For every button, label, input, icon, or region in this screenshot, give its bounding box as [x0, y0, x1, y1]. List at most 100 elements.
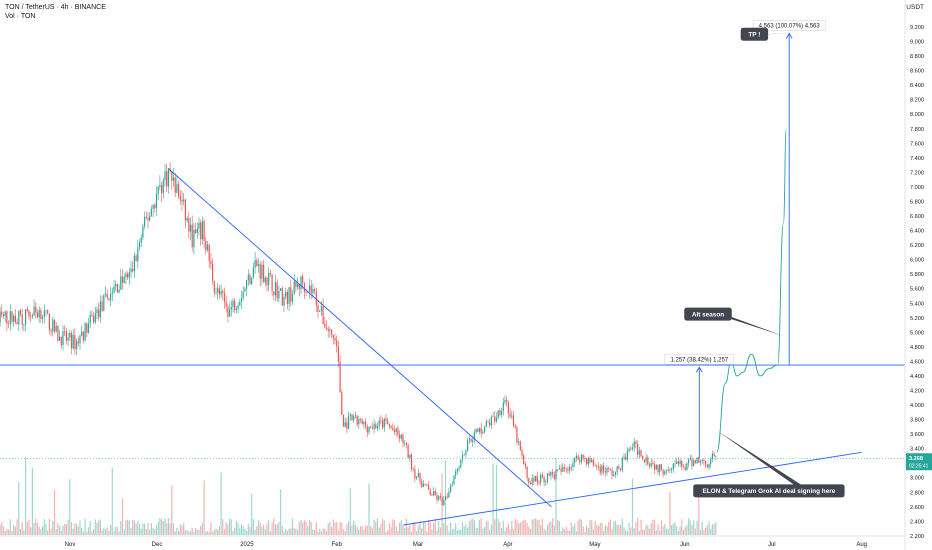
y-tick-label: 5.800: [910, 272, 924, 278]
y-tick-label: 8.200: [910, 98, 924, 104]
candle-body: [463, 454, 465, 456]
candle-body: [171, 171, 173, 181]
candle-body: [0, 311, 1, 323]
volume-bar: [35, 518, 37, 535]
candle-body: [273, 291, 275, 296]
annotations[interactable]: TP ! Alt season ELON & Telegram Grok AI de…: [684, 27, 845, 498]
volume-bar: [667, 529, 669, 535]
candle-body: [495, 417, 498, 422]
candle-body: [518, 441, 520, 443]
currency-label[interactable]: USDT: [906, 4, 924, 11]
x-tick-label: Apr: [503, 542, 512, 548]
projection-path[interactable]: [716, 128, 787, 453]
y-tick-label: 7.000: [910, 185, 924, 191]
candle-body: [694, 460, 696, 464]
candle-body: [116, 284, 118, 293]
candle-body: [271, 274, 273, 292]
volume-bar: [135, 523, 137, 535]
candle-body: [439, 496, 441, 498]
candle-body: [155, 193, 158, 209]
candle-body: [65, 331, 67, 341]
volume-bar: [458, 529, 460, 535]
price-axis[interactable]: 9.200 9.000 8.800 8.600 8.400 8.200 8.000 7.800…: [906, 25, 932, 540]
y-tick-label: 4.200: [910, 389, 924, 395]
volume-bar: [376, 518, 379, 535]
candle-body: [446, 496, 448, 498]
volume-bar: [688, 518, 690, 535]
volume-bar: [528, 526, 530, 535]
candle-body: [256, 260, 258, 266]
volume-bar: [89, 521, 91, 535]
candle-body: [329, 329, 331, 332]
candle-body: [601, 465, 603, 473]
y-tick-label: 7.800: [910, 127, 924, 133]
candle-body: [18, 310, 20, 325]
time-axis[interactable]: Nov Dec 2025 Feb Mar Apr May Jun Jul Aug: [65, 542, 867, 548]
measure-label-box: [664, 353, 735, 365]
volume-bar: [591, 520, 593, 535]
candle-body: [319, 311, 321, 312]
candle-body: [387, 420, 389, 425]
drawings[interactable]: 1.257 (38.42%) 1,257 4.563 (100.07%) 4,56…: [0, 20, 905, 526]
volume-bar: [290, 528, 292, 535]
volume-bar: [140, 528, 142, 535]
candle-body: [484, 427, 486, 433]
volume-bar: [431, 529, 433, 535]
candle-body: [529, 483, 532, 485]
candle-body: [254, 260, 256, 268]
candle-body: [672, 463, 674, 470]
volume-bar: [96, 522, 98, 535]
volume-bar: [206, 531, 209, 535]
x-tick-label: 2025: [240, 542, 254, 548]
candle-body: [671, 469, 673, 471]
y-tick-label: 5.000: [910, 330, 924, 336]
candle-body: [572, 462, 574, 467]
candle-body: [490, 416, 492, 426]
candle-body: [149, 215, 151, 221]
candle-body: [512, 415, 515, 426]
callout-box[interactable]: [740, 27, 769, 41]
callout-text: ELON & Telegram Grok AI deal signing her…: [702, 488, 835, 495]
candle-body: [365, 421, 367, 427]
candle-body: [45, 310, 47, 311]
volume-bar: [388, 523, 390, 535]
candle-body: [268, 273, 270, 286]
candle-body: [181, 199, 183, 202]
candle-body: [50, 329, 52, 332]
candle-body: [198, 222, 200, 229]
callout-box[interactable]: [684, 307, 732, 321]
volume-bar: [638, 530, 640, 535]
volume-bar: [450, 522, 452, 535]
volume-bar: [597, 525, 600, 535]
volume-bar: [438, 521, 440, 535]
candle-body: [251, 277, 253, 284]
candle-body: [36, 312, 39, 318]
candle-body: [353, 416, 355, 420]
y-tick-label: 8.000: [910, 112, 924, 118]
volume-bar: [669, 491, 671, 535]
volume-bar: [482, 528, 484, 535]
candle-body: [506, 400, 508, 402]
volume-bar: [470, 519, 472, 535]
candle-body: [133, 255, 135, 272]
candle-body: [582, 454, 584, 458]
volume-bar: [455, 523, 457, 535]
volume-bar: [363, 529, 365, 535]
candle-body: [300, 276, 302, 290]
volume-bar: [587, 528, 589, 535]
candle-body: [298, 283, 300, 290]
candle-body: [667, 469, 669, 471]
candle-body: [686, 463, 688, 471]
volume-bar: [682, 529, 685, 535]
symbol-title[interactable]: TON / TetherUS · 4h · BINANCE: [5, 4, 106, 11]
candle-body: [87, 323, 90, 333]
volume-bar: [82, 531, 84, 535]
volume-bar: [130, 528, 132, 535]
volume-bar: [110, 524, 112, 535]
volume-bar: [252, 519, 254, 535]
ascending-support-trendline[interactable]: [403, 451, 862, 526]
callout-box[interactable]: [693, 484, 845, 498]
descending-resistance-trendline[interactable]: [168, 168, 552, 508]
